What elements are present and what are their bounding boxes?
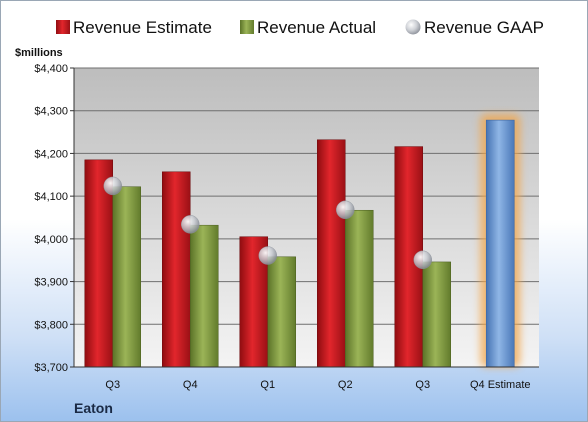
unit-label: $millions bbox=[15, 47, 63, 59]
legend-swatch-actual bbox=[240, 20, 254, 34]
y-tick-label: $4,000 bbox=[34, 234, 68, 246]
plot-area bbox=[74, 68, 539, 367]
x-tick-label: Q1 bbox=[260, 379, 275, 391]
bar-actual bbox=[112, 186, 141, 368]
bar-actual bbox=[422, 261, 451, 368]
bar-actual bbox=[190, 224, 219, 368]
y-axis: $3,700 $3,800 $3,900 $4,000 $4,100 $4,200 $4,3… bbox=[34, 63, 75, 374]
bar-estimate bbox=[162, 171, 191, 368]
x-tick-label: Q4 bbox=[183, 379, 198, 391]
gaap-markers bbox=[103, 176, 432, 269]
legend-swatch-gaap bbox=[405, 19, 421, 35]
gaap-marker bbox=[181, 215, 200, 234]
bars bbox=[84, 114, 521, 368]
company-name: Eaton bbox=[74, 400, 113, 416]
y-tick-label: $4,300 bbox=[34, 106, 68, 118]
bar-actual bbox=[267, 256, 296, 368]
legend: Revenue Estimate Revenue Actual Revenue … bbox=[56, 18, 544, 37]
gaap-marker bbox=[336, 200, 355, 220]
y-tick-label: $4,100 bbox=[34, 191, 68, 203]
x-axis: Q3 Q4 Q1 Q2 Q3 Q4 Estimate bbox=[74, 366, 539, 391]
x-tick-label: Q3 bbox=[105, 379, 120, 391]
y-tick-label: $4,200 bbox=[34, 148, 68, 160]
gaap-marker bbox=[103, 176, 122, 196]
bar-estimate bbox=[317, 139, 346, 368]
bar-actual bbox=[345, 209, 374, 368]
bar-forecast bbox=[485, 119, 515, 368]
legend-label-estimate: Revenue Estimate bbox=[73, 18, 212, 37]
y-tick-label: $3,900 bbox=[34, 277, 68, 289]
y-tick-label: $4,400 bbox=[34, 63, 68, 75]
x-tick-label: Q3 bbox=[415, 379, 430, 391]
gaap-marker bbox=[258, 246, 277, 265]
x-tick-label: Q4 Estimate bbox=[470, 379, 531, 391]
gridlines bbox=[74, 67, 539, 368]
bar-estimate bbox=[84, 159, 113, 368]
x-tick-label: Q2 bbox=[338, 379, 353, 391]
legend-label-gaap: Revenue GAAP bbox=[424, 18, 544, 37]
y-tick-label: $3,800 bbox=[34, 319, 68, 331]
legend-label-actual: Revenue Actual bbox=[257, 18, 376, 37]
legend-swatch-estimate bbox=[56, 20, 70, 34]
gaap-marker bbox=[413, 250, 432, 269]
y-tick-label: $3,700 bbox=[34, 362, 68, 374]
